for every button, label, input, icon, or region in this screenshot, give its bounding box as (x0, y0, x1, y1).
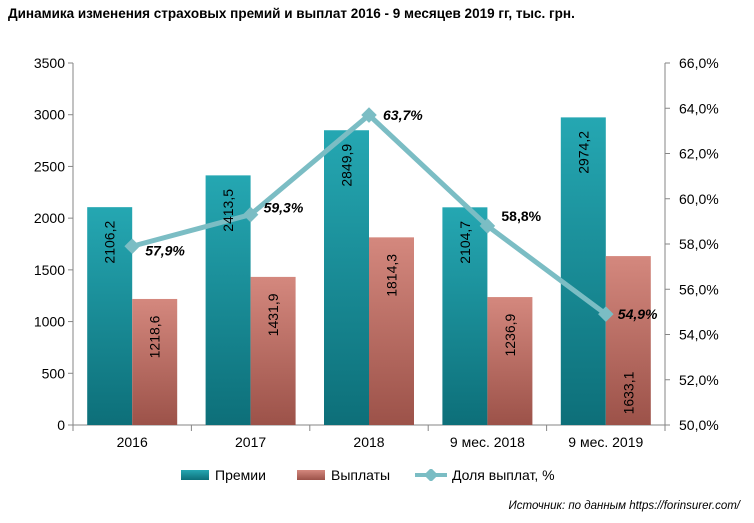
data-label-share: 59,3% (264, 200, 304, 216)
legend-swatch-payments (297, 470, 325, 480)
data-label-payments: 1633,1 (620, 371, 636, 414)
bar-premiums (442, 207, 488, 425)
bar-payments (605, 256, 651, 425)
data-label-premiums: 2413,5 (220, 189, 236, 232)
y-right-tick-label: 58,0% (679, 236, 719, 252)
marker-share (242, 206, 259, 223)
y-left-tick-label: 2500 (34, 158, 65, 174)
x-tick-label: 2016 (117, 434, 148, 450)
data-label-payments: 1431,9 (265, 293, 281, 336)
x-tick-label: 2018 (353, 434, 384, 450)
data-label-premiums: 2104,7 (457, 221, 473, 264)
bar-payments (487, 297, 533, 425)
legend-swatch-share (415, 469, 447, 481)
y-right-tick-label: 52,0% (679, 372, 719, 388)
y-right-tick-label: 60,0% (679, 191, 719, 207)
bar-payments (132, 298, 178, 425)
y-left-tick-label: 3000 (34, 107, 65, 123)
data-label-premiums: 2106,2 (102, 221, 118, 264)
legend-item-premiums: Премии (181, 467, 266, 483)
legend-item-share: Доля выплат, % (414, 467, 555, 483)
legend-label-premiums: Премии (215, 467, 266, 483)
marker-share (124, 238, 140, 255)
bar-premiums (87, 207, 133, 425)
y-left-tick-label: 0 (57, 417, 65, 433)
data-label-share: 57,9% (145, 242, 185, 258)
y-right-tick-label: 64,0% (679, 100, 719, 116)
legend-item-payments: Выплаты (297, 467, 390, 483)
x-tick-label: 9 мес. 2018 (450, 434, 525, 450)
legend-label-share: Доля выплат, % (452, 467, 555, 483)
chart-legend: Премии Выплаты Доля выплат, % (0, 467, 754, 487)
marker-share (479, 218, 496, 234)
y-right-tick-label: 66,0% (679, 55, 719, 71)
bar-premiums (324, 130, 369, 426)
x-tick-label: 2017 (235, 434, 266, 450)
legend-swatch-premiums (181, 470, 209, 480)
y-right-tick-label: 62,0% (679, 146, 719, 162)
y-right-tick-label: 50,0% (679, 417, 719, 433)
source-note: Источник: по данным https://forinsurer.c… (508, 500, 740, 512)
chart-title: Динамика изменения страховых премий и вы… (8, 6, 575, 21)
bar-payments (250, 276, 296, 425)
bar-payments (369, 237, 414, 425)
legend-label-payments: Выплаты (331, 467, 391, 483)
y-left-tick-label: 3500 (34, 55, 65, 71)
y-left-tick-label: 2000 (34, 210, 65, 226)
y-right-tick-label: 54,0% (679, 327, 719, 343)
data-label-share: 58,8% (501, 208, 541, 224)
y-left-tick-label: 1500 (34, 262, 65, 278)
data-label-payments: 1236,9 (502, 313, 518, 356)
x-tick-label: 9 мес. 2019 (568, 434, 643, 450)
data-label-premiums: 2974,2 (575, 131, 591, 174)
data-label-payments: 1218,6 (147, 315, 163, 358)
data-label-share: 63,7% (383, 107, 423, 123)
bar-premiums (560, 117, 606, 425)
combo-chart: 0 500 1000 1500 2000 2500 3000 3500 50,0% 52,0% 54… (34, 55, 719, 450)
data-label-payments: 1814,3 (384, 254, 400, 297)
y-left-tick-label: 1000 (34, 314, 65, 330)
y-right-tick-label: 56,0% (679, 281, 719, 297)
data-label-share: 54,9% (618, 306, 658, 322)
data-label-premiums: 2849,9 (339, 144, 355, 187)
y-left-tick-label: 500 (42, 365, 66, 381)
